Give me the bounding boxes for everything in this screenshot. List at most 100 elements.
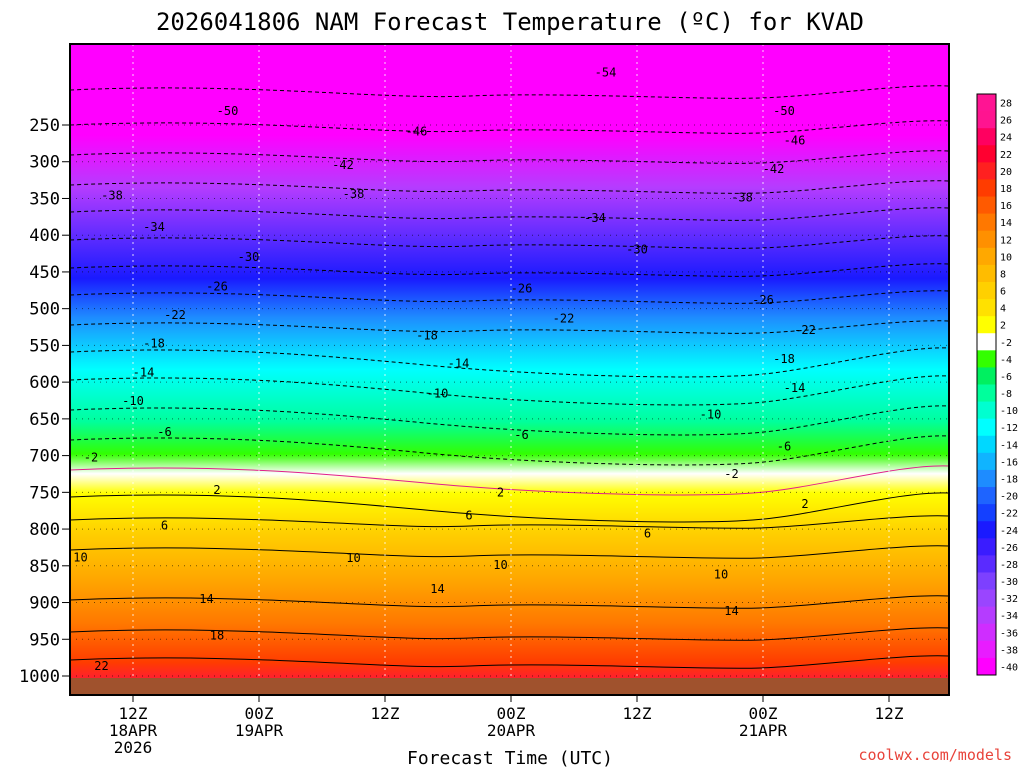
colorbar-label: -34: [1000, 611, 1018, 622]
contour-line: [70, 150, 949, 164]
colorbar-swatch: [977, 538, 996, 556]
x-tick-label: 12Z: [875, 704, 904, 723]
contour-label: -38: [343, 187, 365, 201]
contour-line: [70, 655, 949, 669]
colorbar-swatch: [977, 230, 996, 249]
contour-label: -6: [157, 425, 171, 439]
contour-label: -10: [427, 386, 449, 400]
y-tick-label: 1000: [19, 667, 60, 687]
y-tick-label: 900: [29, 594, 60, 614]
y-tick-label: 550: [29, 336, 60, 356]
plot-frame: [69, 43, 950, 696]
colorbar-swatch: [977, 589, 996, 608]
colorbar-swatch: [977, 299, 996, 317]
temperature-field: [70, 44, 949, 695]
ground-surface: [70, 678, 949, 695]
contour-line: [70, 85, 949, 99]
colorbar-label: -24: [1000, 526, 1018, 537]
colorbar-label: 10: [1000, 252, 1012, 263]
contour-label: 6: [644, 527, 651, 541]
colorbar-label: -28: [1000, 560, 1018, 571]
y-tick-label: 600: [29, 373, 60, 393]
colorbar-swatch: [977, 264, 996, 283]
colorbar-label: 6: [1000, 287, 1006, 298]
colorbar-swatch: [977, 623, 996, 642]
colorbar-label: -30: [1000, 577, 1018, 588]
contour-line: [70, 235, 949, 249]
contour-labels: -54 -50 -50 -46 -46 -42 -42 -38 -38 -38 -34 -34 -30 -…: [73, 66, 816, 673]
contour-label: 2: [801, 497, 808, 511]
contour-line: [70, 435, 949, 466]
y-tick-label: 800: [29, 520, 60, 540]
contour-label: -46: [784, 133, 806, 147]
contour-label: -14: [133, 366, 155, 380]
colorbar-label: -4: [1000, 355, 1012, 366]
contour-label: 6: [161, 519, 168, 533]
y-tick-label: 950: [29, 630, 60, 650]
y-tick-label: 500: [29, 300, 60, 320]
y-tick-label: 300: [29, 153, 60, 173]
colorbar-swatch: [977, 572, 996, 591]
colorbar-swatch: [977, 179, 996, 198]
colorbar-label: -14: [1000, 440, 1018, 451]
colorbar-label: -16: [1000, 457, 1018, 468]
x-tick-label: 00Z: [749, 704, 778, 723]
contour-label: 22: [94, 659, 108, 673]
x-tick-label: 20APR: [487, 721, 536, 740]
colorbar-swatch: [977, 504, 996, 522]
contour-label: -14: [784, 381, 806, 395]
chart-title: 2026041806 NAM Forecast Temperature (ºC)…: [156, 8, 864, 36]
contour-label: -50: [217, 104, 239, 118]
contour-label: -18: [416, 329, 438, 343]
contour-label: -10: [122, 394, 144, 408]
colorbar-label: 22: [1000, 150, 1012, 161]
contour-label: -18: [143, 337, 165, 351]
contour-label: -6: [777, 440, 791, 454]
contour-label: -54: [595, 66, 617, 80]
x-tick-label: 18APR: [109, 721, 158, 740]
x-tick-label: 12Z: [623, 704, 652, 723]
contour-line: [70, 207, 949, 221]
colorbar-label: -2: [1000, 338, 1012, 349]
plot-area: -54 -50 -50 -46 -46 -42 -42 -38 -38 -38 -34 -34 -30 -…: [70, 44, 949, 695]
colorbar-label: -20: [1000, 492, 1018, 503]
colorbar-swatch: [977, 521, 996, 539]
colorbar-label: 2: [1000, 321, 1006, 332]
contour-label: 10: [493, 558, 507, 572]
colorbar-swatch: [977, 469, 996, 488]
contour-label: -38: [101, 189, 123, 203]
contour-label: 14: [199, 592, 213, 606]
x-tick-label: 12Z: [371, 704, 400, 723]
colorbar-frame: [976, 93, 997, 676]
contour-label: 2: [497, 485, 504, 499]
colorbar-label: 14: [1000, 218, 1012, 229]
contour-label: 6: [465, 508, 472, 522]
colorbar-swatch: [977, 640, 996, 659]
y-tick-label: 400: [29, 226, 60, 246]
contour-line: [70, 120, 949, 134]
credit-text: coolwx.com/models: [858, 746, 1012, 764]
contour-label: -30: [238, 250, 260, 264]
contour-label: -2: [84, 450, 98, 464]
y-tick-label: 450: [29, 263, 60, 283]
x-axis-title: Forecast Time (UTC): [407, 748, 613, 768]
contour-line: [70, 627, 949, 641]
contour-line: [70, 492, 949, 523]
contour-line: [70, 515, 949, 529]
contour-label: -34: [584, 211, 606, 225]
contour-line: [70, 545, 949, 559]
contour-label: -46: [406, 124, 428, 138]
colorbar-swatch: [977, 384, 996, 403]
contour-line: [70, 375, 949, 406]
contour-line: [70, 405, 949, 436]
colorbar-label: 24: [1000, 133, 1012, 144]
contour-label: -6: [514, 428, 528, 442]
colorbar-swatch: [977, 333, 996, 351]
x-tick-label: 12Z: [119, 704, 148, 723]
x-tick-label: 00Z: [497, 704, 526, 723]
contour-label: -18: [773, 352, 795, 366]
contour-line: [70, 347, 949, 378]
contour-label: -50: [773, 104, 795, 118]
